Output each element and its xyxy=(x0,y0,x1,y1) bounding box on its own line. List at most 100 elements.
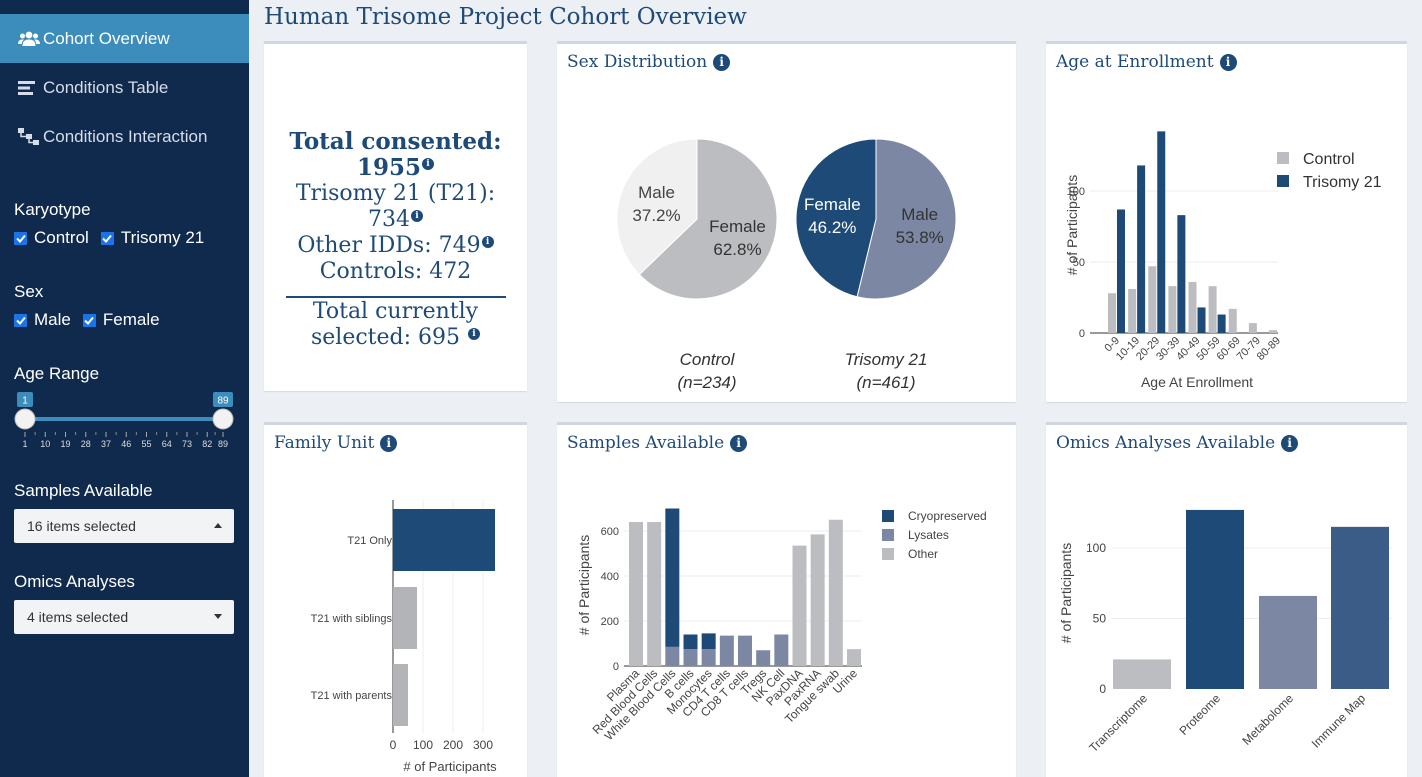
karyotype-trisomy21-checkbox[interactable]: Trisomy 21 xyxy=(100,228,204,248)
y-axis-label: # of Participants xyxy=(1058,543,1074,643)
info-icon[interactable]: i xyxy=(730,434,748,452)
info-icon[interactable]: i xyxy=(380,434,398,452)
nav-conditions-table[interactable]: Conditions Table xyxy=(0,63,249,112)
bar-other[interactable] xyxy=(792,545,807,666)
x-tick-label: 300 xyxy=(473,738,493,752)
info-icon[interactable]: i xyxy=(468,327,481,340)
info-icon[interactable]: i xyxy=(1219,53,1237,71)
y-tick-label: 50 xyxy=(1093,612,1107,626)
legend-label: Control xyxy=(1303,151,1355,168)
legend-label: Cryopreserved xyxy=(908,509,987,523)
omics-select[interactable]: 4 items selected xyxy=(14,600,234,634)
bar-trisomy-21[interactable] xyxy=(1137,165,1146,333)
age-range-slider[interactable]: 1 89 1 10 19 28 37 46 55 64 73 82 89 xyxy=(0,388,249,478)
bar-other[interactable] xyxy=(629,522,643,666)
nav-conditions-interaction[interactable]: Conditions Interaction xyxy=(0,112,249,161)
family-bar[interactable] xyxy=(393,664,408,726)
pie-slice-male[interactable] xyxy=(856,138,957,300)
bar-cryopreserved[interactable] xyxy=(683,634,698,650)
bar-lysates[interactable] xyxy=(701,649,716,666)
legend-swatch xyxy=(1277,175,1289,187)
pie-slice-label: Male xyxy=(901,205,938,224)
bar-trisomy-21[interactable] xyxy=(1177,215,1186,333)
sitemap-icon xyxy=(18,127,40,146)
bar-cryopreserved[interactable] xyxy=(701,633,716,650)
bar-lysates[interactable] xyxy=(719,635,734,666)
family-unit-chart: 0 100 200 300 T21 Only T21 with siblings T21 w… xyxy=(311,500,497,774)
omics-title-header: Omics Analyses Available i xyxy=(1056,433,1299,453)
omics-bar[interactable] xyxy=(1186,509,1244,689)
slider-tick-label: 46 xyxy=(121,439,131,449)
family-unit-title: Family Unit i xyxy=(274,433,398,453)
age-enrollment-box: Age at Enrollment i 0 50 100 0-9 10-19 20-29 30… xyxy=(1046,41,1407,402)
bar-trisomy-21[interactable] xyxy=(1157,131,1166,333)
bar-control[interactable] xyxy=(1148,266,1157,333)
pie-slice-female[interactable] xyxy=(795,138,877,298)
bar-other[interactable] xyxy=(828,519,843,666)
sex-distribution-title: Sex Distribution i xyxy=(567,52,731,72)
bar-lysates[interactable] xyxy=(738,635,752,666)
y-tick-label: 200 xyxy=(601,616,619,628)
slider-max-handle[interactable] xyxy=(212,408,234,430)
bar-trisomy-21[interactable] xyxy=(1197,307,1206,333)
bar-control[interactable] xyxy=(1269,330,1277,333)
family-bar[interactable] xyxy=(393,509,495,571)
slider-min-badge xyxy=(17,392,33,407)
bar-lysates[interactable] xyxy=(774,634,789,667)
omics-bar[interactable] xyxy=(1331,526,1389,689)
pie-slice-percent: 62.8% xyxy=(713,240,761,259)
pie-caption-n: (n=461) xyxy=(856,373,915,392)
slider-max-label: 89 xyxy=(217,396,229,407)
bar-lysates[interactable] xyxy=(756,650,771,666)
sex-female-checkbox[interactable]: Female xyxy=(82,310,160,330)
bar-cryopreserved[interactable] xyxy=(665,508,680,647)
pie-slice-label: Male xyxy=(638,183,675,202)
x-axis-label: # of Participants xyxy=(403,759,497,774)
info-icon[interactable]: i xyxy=(481,235,494,248)
bar-control[interactable] xyxy=(1168,286,1177,333)
bar-control[interactable] xyxy=(1128,288,1137,333)
y-tick-label: T21 with siblings xyxy=(311,613,393,625)
nav-cohort-overview[interactable]: Cohort Overview xyxy=(0,14,249,63)
age-enrollment-chart: 0501000-910-1920-2930-3940-4950-5960-697… xyxy=(1064,131,1382,390)
pie-slice-female[interactable] xyxy=(638,138,778,300)
slider-min-handle[interactable] xyxy=(14,408,36,430)
samples-select[interactable]: 16 items selected xyxy=(14,509,234,543)
bar-control[interactable] xyxy=(1228,308,1237,333)
sidebar: Cohort Overview Conditions Table Conditi… xyxy=(0,0,249,777)
pie-caption: Control xyxy=(680,350,736,369)
karyotype-control-checkbox[interactable]: Control xyxy=(14,228,89,248)
info-icon[interactable]: i xyxy=(422,158,434,171)
checkbox-checked-icon xyxy=(14,313,27,327)
omics-bar[interactable] xyxy=(1259,595,1317,689)
info-icon[interactable]: i xyxy=(1281,434,1299,452)
checkbox-checked-icon xyxy=(82,313,96,327)
pie-slice-male[interactable] xyxy=(616,138,698,276)
bar-lysates[interactable] xyxy=(683,649,698,666)
bar-lysates[interactable] xyxy=(665,646,680,666)
x-tick-label: 100 xyxy=(413,738,433,752)
y-tick-label: 0 xyxy=(1099,682,1106,696)
bar-control[interactable] xyxy=(1188,281,1197,333)
pie-slice-label: Female xyxy=(709,217,766,236)
info-icon[interactable]: i xyxy=(713,53,731,71)
bar-other[interactable] xyxy=(847,649,861,666)
omics-bar[interactable] xyxy=(1113,659,1171,689)
slider-tick-label: 1 xyxy=(22,439,27,449)
x-axis-label: Age At Enrollment xyxy=(1141,374,1253,390)
bar-control[interactable] xyxy=(1248,323,1257,333)
bar-control[interactable] xyxy=(1208,286,1217,333)
bar-control[interactable] xyxy=(1108,293,1116,333)
box-title-text: Family Unit xyxy=(274,433,375,453)
omics-title: Omics Analyses xyxy=(14,572,135,591)
sex-title: Sex xyxy=(14,282,44,301)
sex-male-checkbox[interactable]: Male xyxy=(14,310,71,330)
bar-other[interactable] xyxy=(810,534,825,666)
y-tick-label: 100 xyxy=(1067,186,1085,198)
bar-other[interactable] xyxy=(647,522,662,666)
bar-trisomy-21[interactable] xyxy=(1117,209,1125,333)
family-bar[interactable] xyxy=(393,587,417,649)
info-icon[interactable]: i xyxy=(411,209,423,222)
bar-trisomy-21[interactable] xyxy=(1217,314,1226,333)
y-axis-label: # of Participants xyxy=(576,535,592,635)
